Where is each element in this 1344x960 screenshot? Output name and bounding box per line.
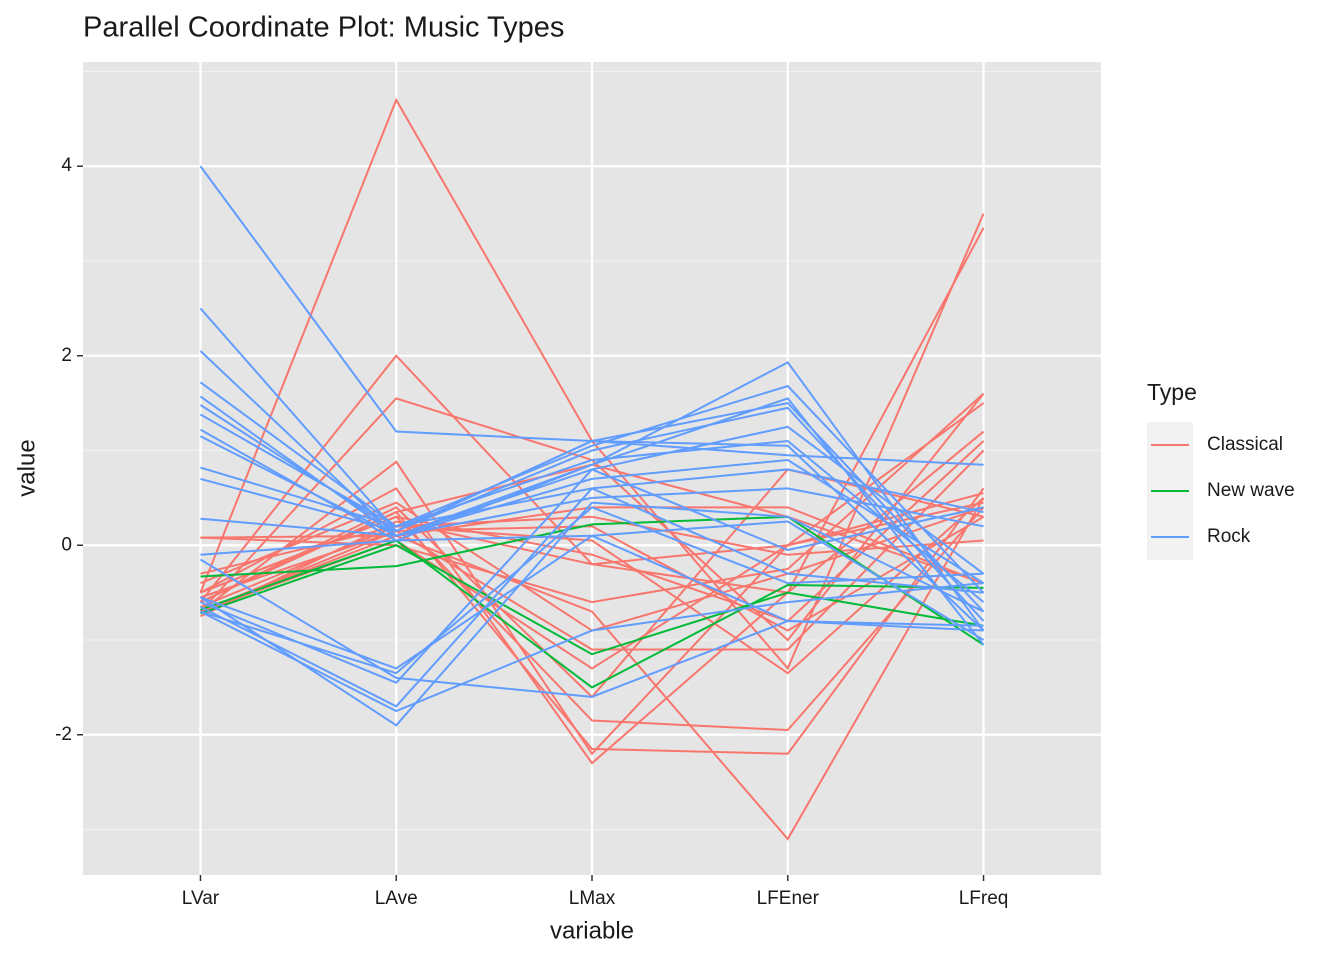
data-line bbox=[199, 381, 985, 594]
legend-label: Classical bbox=[1207, 434, 1283, 455]
data-line bbox=[200, 534, 984, 670]
chart-title: Parallel Coordinate Plot: Music Types bbox=[83, 12, 564, 44]
y-tick-label: 2 bbox=[61, 345, 72, 366]
data-line bbox=[200, 582, 984, 713]
data-line bbox=[199, 413, 985, 603]
legend-title: Type bbox=[1147, 379, 1197, 405]
x-tick-label: LAve bbox=[375, 888, 418, 909]
data-line bbox=[200, 497, 985, 841]
y-tick-label: 0 bbox=[61, 534, 72, 555]
labels: -2 0 2 4 LVar LAve LMax LFEner LFreq bbox=[55, 155, 1008, 909]
data-line bbox=[200, 515, 985, 632]
y-tick-label: 4 bbox=[61, 155, 72, 176]
data-line bbox=[200, 539, 984, 689]
data-line bbox=[200, 544, 984, 656]
legend-label: Rock bbox=[1207, 526, 1251, 547]
data-line bbox=[200, 515, 985, 646]
x-tick-label: LFreq bbox=[959, 888, 1009, 909]
data-line bbox=[199, 402, 985, 756]
data-line bbox=[199, 501, 984, 727]
y-tick-label: -2 bbox=[55, 724, 72, 745]
legend-label: New wave bbox=[1207, 480, 1295, 501]
lines bbox=[199, 97, 985, 841]
y-axis-title: value bbox=[13, 439, 40, 496]
legend: Classical New wave Rock bbox=[1147, 422, 1295, 560]
x-tick-label: LFEner bbox=[757, 888, 820, 909]
data-line bbox=[200, 506, 984, 675]
data-line bbox=[199, 558, 984, 698]
data-line bbox=[200, 468, 984, 684]
data-line bbox=[200, 487, 984, 537]
x-axis-title: variable bbox=[550, 917, 634, 944]
data-line bbox=[200, 449, 985, 651]
x-tick-label: LVar bbox=[182, 888, 220, 909]
x-tick-label: LMax bbox=[569, 888, 616, 909]
data-line bbox=[200, 440, 985, 632]
